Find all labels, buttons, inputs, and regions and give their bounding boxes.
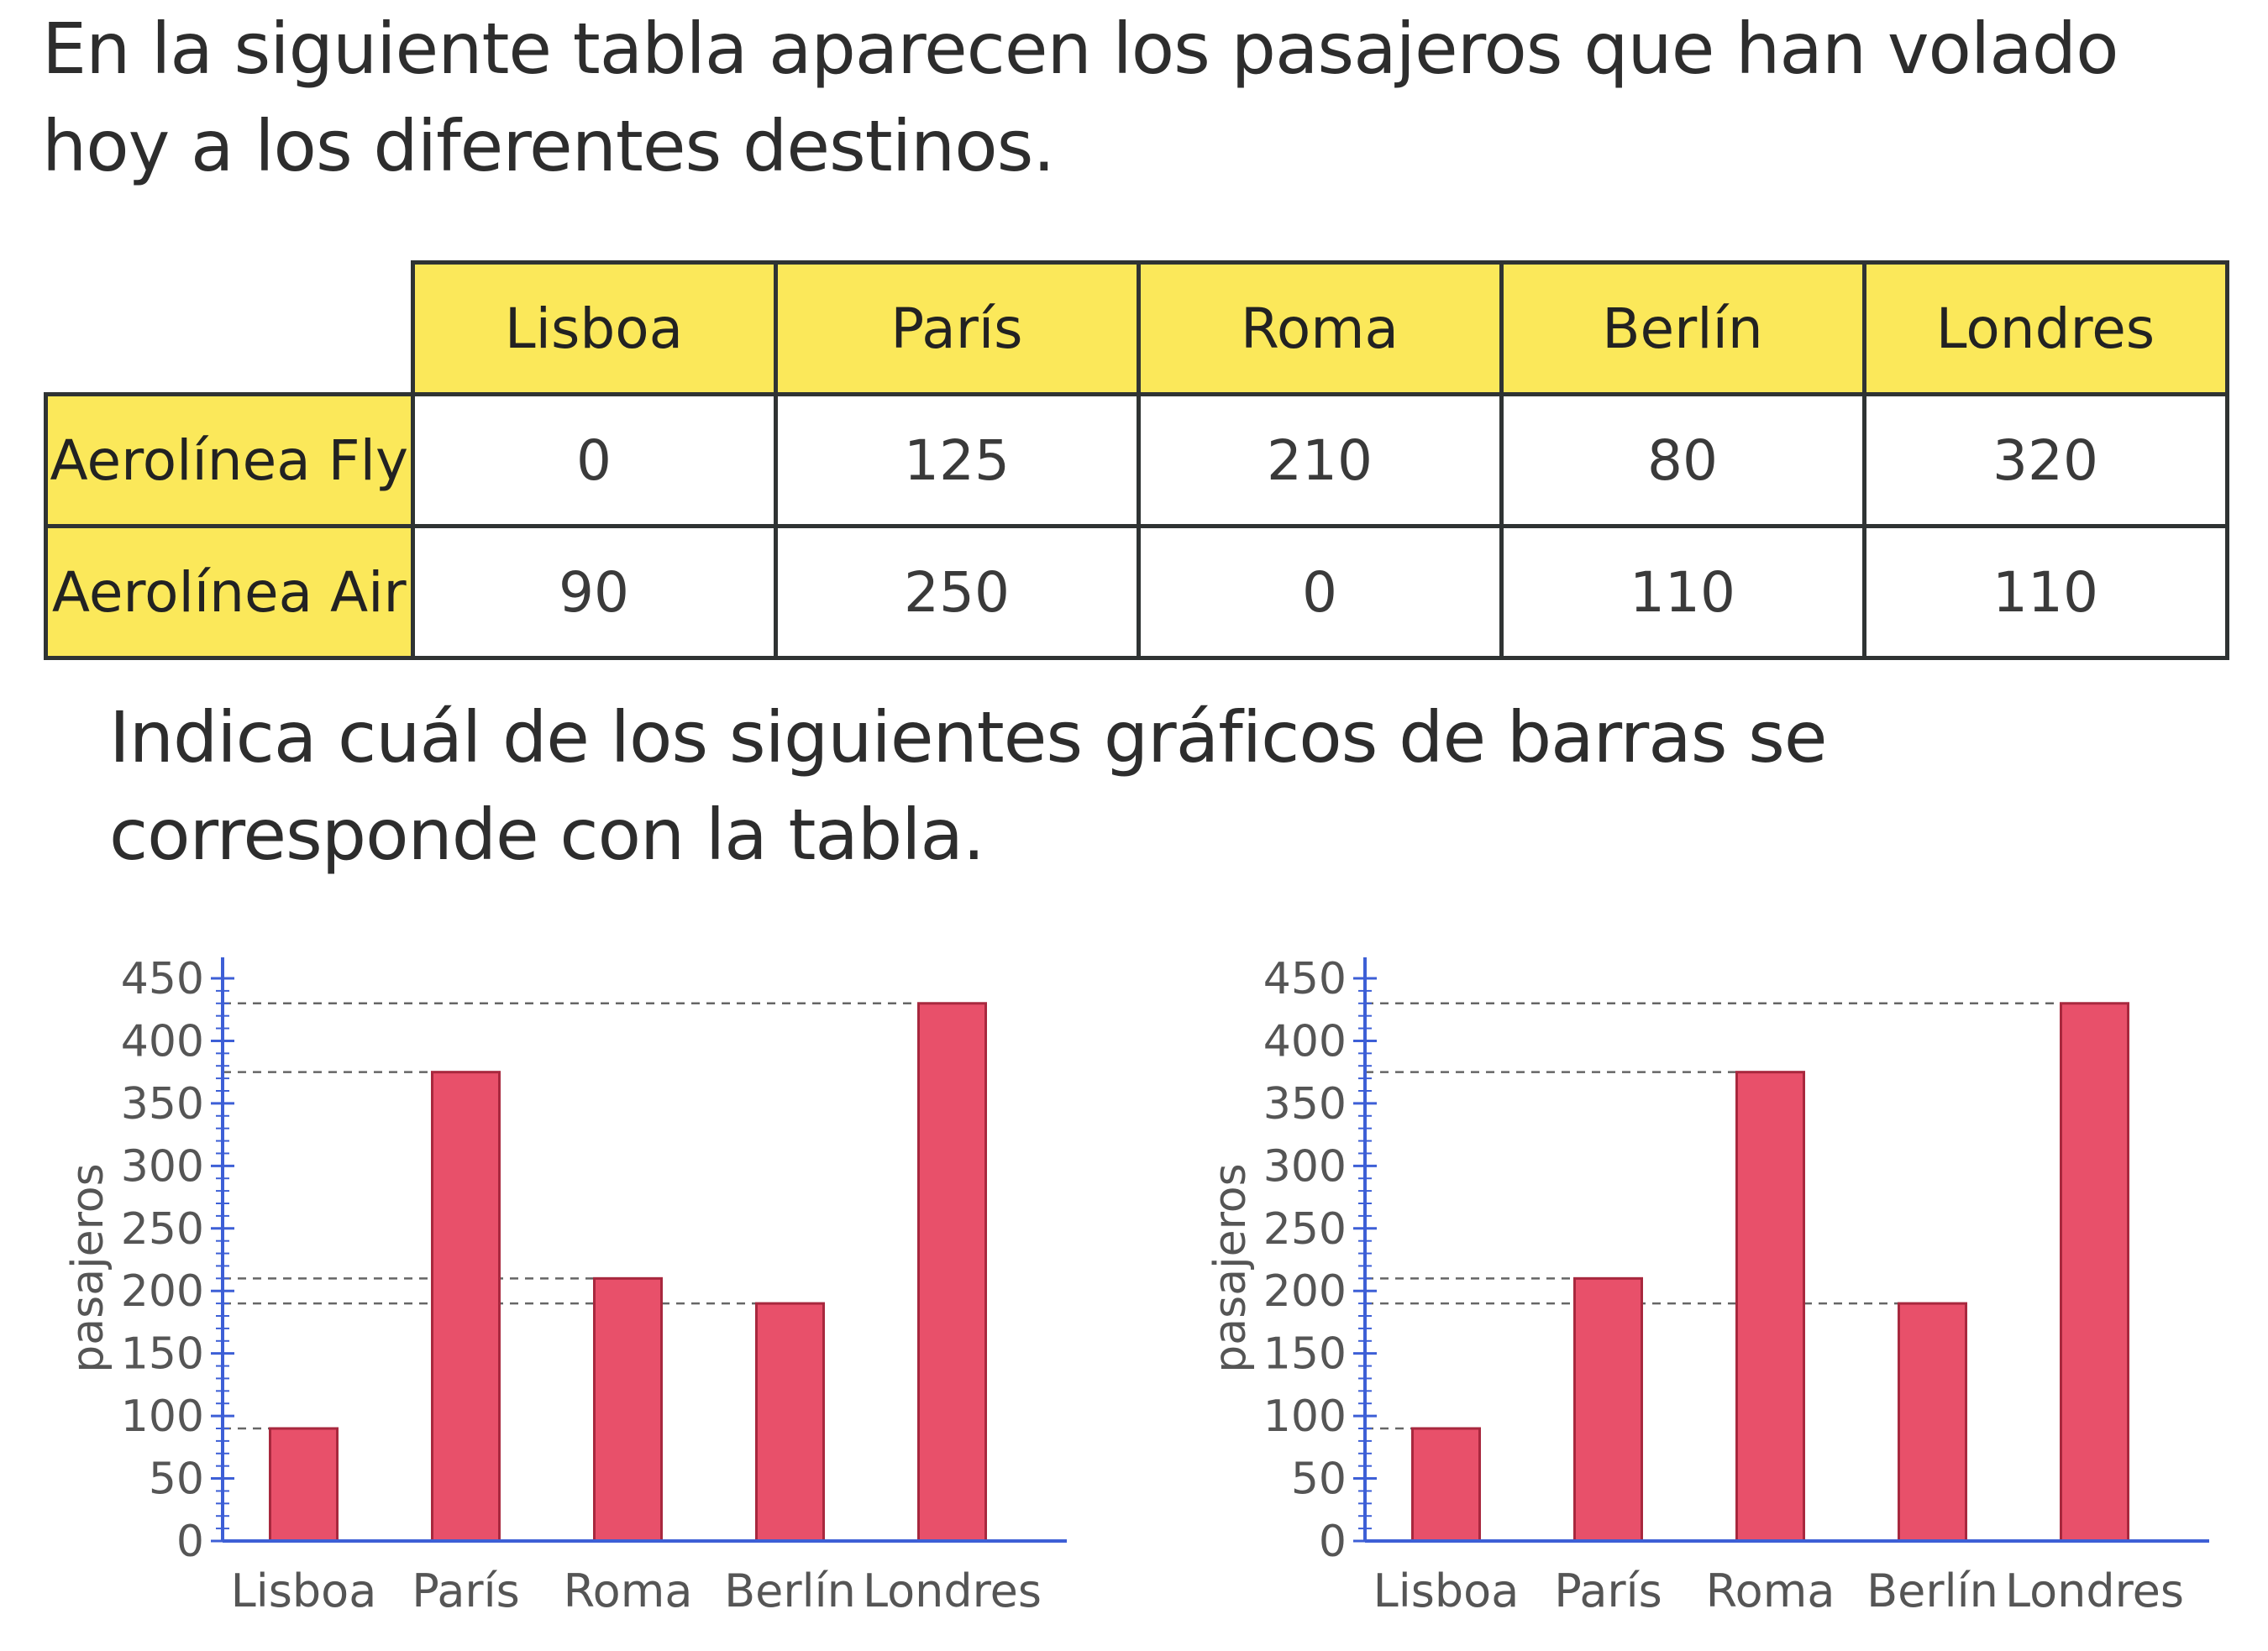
table-cell: 110 xyxy=(1861,524,2229,660)
bar xyxy=(917,1002,987,1543)
y-tick-label: 250 xyxy=(1263,1204,1347,1255)
table-row: Aerolínea Fly 0 125 210 80 320 xyxy=(44,392,2229,528)
table-cell: 90 xyxy=(410,524,778,660)
column-header: Londres xyxy=(1861,260,2229,396)
y-tick-label: 250 xyxy=(121,1204,204,1255)
y-tick-label: 0 xyxy=(1319,1517,1347,1567)
table-cell: 110 xyxy=(1499,524,1866,660)
y-tick-label: 300 xyxy=(121,1141,204,1192)
bar xyxy=(1898,1302,1967,1543)
bar-chart-1: 0 50 100 150 200 250 300 350 400 450 Lisboa París Ro… xyxy=(34,932,1092,1638)
bar xyxy=(269,1427,339,1543)
table-cell: 0 xyxy=(410,392,778,528)
row-header: Aerolínea Fly xyxy=(44,392,415,528)
y-tick-label: 100 xyxy=(121,1392,204,1442)
y-tick-label: 0 xyxy=(176,1517,204,1567)
table-cell: 210 xyxy=(1136,392,1504,528)
table-header-row: Lisboa París Roma Berlín Londres xyxy=(46,260,2229,396)
column-header: Berlín xyxy=(1499,260,1866,396)
y-tick-label: 200 xyxy=(121,1266,204,1317)
row-header: Aerolínea Air xyxy=(44,524,415,660)
y-tick-label: 400 xyxy=(121,1016,204,1067)
bar xyxy=(593,1276,663,1543)
y-tick-label: 150 xyxy=(121,1329,204,1380)
bar-chart-2: 0 50 100 150 200 250 300 350 400 450 Lisboa París Ro… xyxy=(1176,932,2234,1638)
x-category-label: París xyxy=(412,1565,520,1617)
x-category-label: Londres xyxy=(863,1565,1042,1617)
y-tick-label: 350 xyxy=(121,1079,204,1129)
column-header: Roma xyxy=(1136,260,1504,396)
y-axis-title: pasajeros xyxy=(63,1163,113,1372)
y-tick-label: 200 xyxy=(1263,1266,1347,1317)
bar xyxy=(755,1302,825,1543)
bar xyxy=(1573,1276,1643,1543)
column-header: París xyxy=(773,260,1141,396)
passengers-table: Lisboa París Roma Berlín Londres Aerolín… xyxy=(44,260,2229,660)
bar-chart-2-svg: 0 50 100 150 200 250 300 350 400 450 Lisboa París Ro… xyxy=(1205,954,2209,1617)
bar xyxy=(431,1071,501,1543)
y-tick-label: 150 xyxy=(1263,1329,1347,1380)
x-category-label: Berlín xyxy=(724,1565,856,1617)
bar xyxy=(2060,1002,2129,1543)
y-axis-title: pasajeros xyxy=(1205,1163,1256,1372)
y-tick-label: 50 xyxy=(1291,1454,1347,1505)
y-tick-label: 450 xyxy=(121,954,204,1004)
table-cell: 250 xyxy=(773,524,1141,660)
y-tick-label: 350 xyxy=(1263,1079,1347,1129)
y-tick-label: 50 xyxy=(149,1454,204,1505)
bar-chart-1-svg: 0 50 100 150 200 250 300 350 400 450 Lisboa París Ro… xyxy=(63,954,1067,1617)
table-cell: 320 xyxy=(1861,392,2229,528)
table-corner xyxy=(46,263,413,395)
x-category-label: Roma xyxy=(564,1565,693,1617)
x-category-label: París xyxy=(1554,1565,1662,1617)
x-category-label: Lisboa xyxy=(1373,1565,1520,1617)
table-row: Aerolínea Air 90 250 0 110 110 xyxy=(44,524,2229,660)
bar xyxy=(1735,1071,1805,1543)
question-paragraph: Indica cuál de los siguientes gráficos d… xyxy=(109,696,1828,876)
y-tick-label: 100 xyxy=(1263,1392,1347,1442)
x-category-label: Roma xyxy=(1706,1565,1835,1617)
table-cell: 0 xyxy=(1136,524,1504,660)
y-tick-label: 400 xyxy=(1263,1016,1347,1067)
table-cell: 80 xyxy=(1499,392,1866,528)
x-category-label: Londres xyxy=(2005,1565,2184,1617)
column-header: Lisboa xyxy=(410,260,778,396)
bar xyxy=(1411,1427,1481,1543)
x-category-label: Berlín xyxy=(1866,1565,1998,1617)
table-cell: 125 xyxy=(773,392,1141,528)
y-tick-label: 450 xyxy=(1263,954,1347,1004)
intro-paragraph: En la siguiente tabla aparecen los pasaj… xyxy=(42,8,2118,187)
x-category-label: Lisboa xyxy=(231,1565,377,1617)
y-tick-label: 300 xyxy=(1263,1141,1347,1192)
